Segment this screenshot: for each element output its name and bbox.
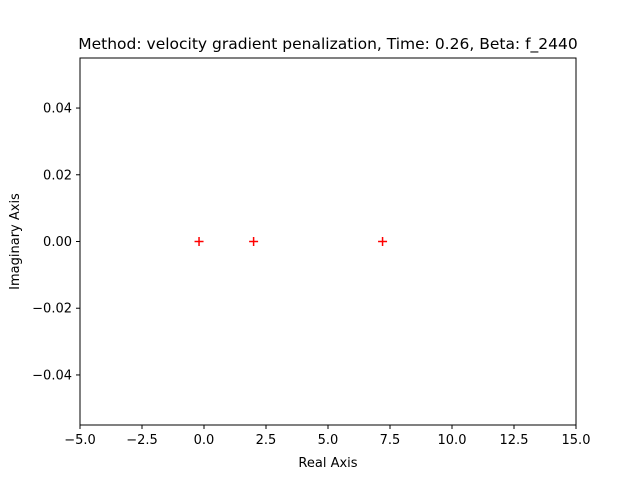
x-tick-label: 7.5 [380, 433, 401, 448]
plot-area-frame [79, 57, 577, 426]
y-tick-label: 0.02 [43, 168, 72, 183]
data-point-plus-marker [378, 237, 388, 246]
x-tick-label: 5.0 [318, 433, 339, 448]
x-tick-label: 15.0 [562, 433, 591, 448]
x-tick-label: 10.0 [438, 433, 467, 448]
data-point-plus-marker [194, 237, 204, 246]
y-axis: −0.04 −0.02 0.00 0.02 0.04 [32, 102, 80, 383]
y-tick-label: 0.00 [43, 235, 72, 250]
x-tick-label: −2.5 [126, 433, 158, 448]
x-tick-label: 0.0 [194, 433, 215, 448]
x-axis: −5.0 −2.5 0.0 2.5 5.0 7.5 10.0 12.5 15.0 [64, 425, 590, 448]
y-tick-label: 0.04 [43, 102, 72, 117]
data-points [194, 237, 388, 246]
y-axis-label: Imaginary Axis [8, 193, 23, 290]
x-axis-label: Real Axis [298, 456, 357, 471]
data-point-plus-marker [249, 237, 259, 246]
x-tick-label: 12.5 [500, 433, 529, 448]
x-tick-label: −5.0 [64, 433, 96, 448]
y-tick-label: −0.04 [32, 368, 72, 383]
y-tick-label: −0.02 [32, 302, 72, 317]
x-tick-label: 2.5 [256, 433, 277, 448]
chart-title: Method: velocity gradient penalization, … [78, 35, 578, 54]
